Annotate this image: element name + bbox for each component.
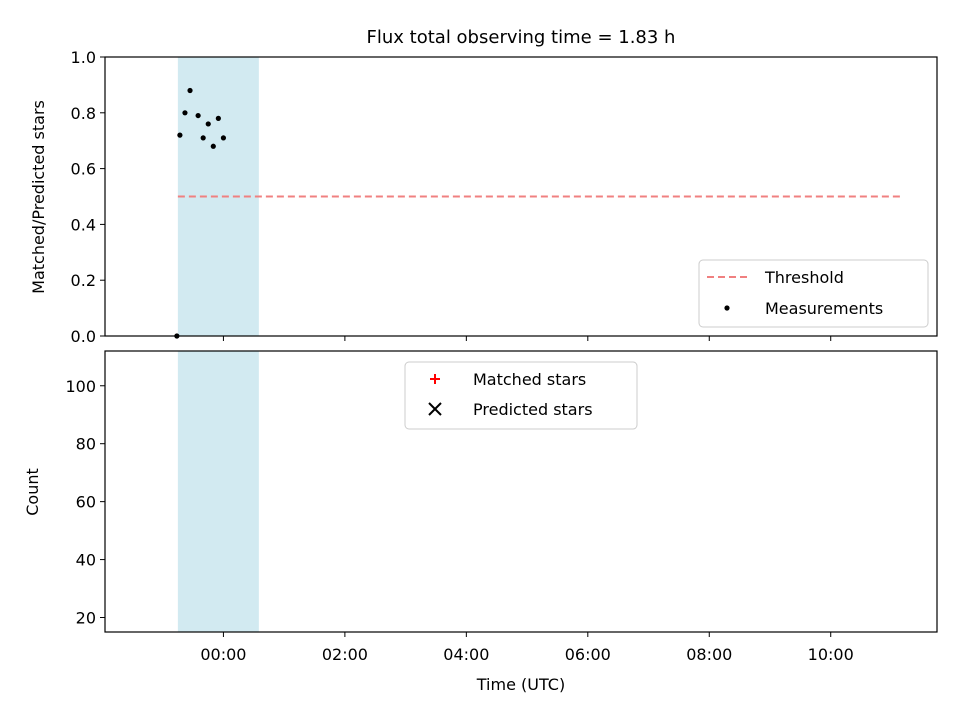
- top-legend: Threshold Measurements: [698, 259, 929, 328]
- legend-predicted-swatch: [428, 402, 442, 416]
- figure-title: Flux total observing time = 1.83 h: [367, 27, 676, 48]
- top-y-tick-label: 0.8: [71, 104, 96, 123]
- bottom-panel: 20 40 60 80 100 00:00 02:00 04:00 06:00 08:00 10:0…: [65, 350, 938, 664]
- measurement-point: [215, 115, 221, 121]
- bottom-y-tick-label: 20: [76, 609, 96, 628]
- measurement-point: [195, 112, 201, 119]
- top-y-tick-label: 0.2: [71, 271, 96, 290]
- x-axis-label: Time (UTC): [476, 675, 565, 694]
- top-y-tick-label: 0.6: [71, 160, 96, 179]
- x-tick-label: 04:00: [443, 645, 489, 664]
- measurement-point: [200, 135, 206, 141]
- top-y-tick-label: 0.0: [71, 327, 96, 346]
- x-tick-label: 00:00: [200, 645, 246, 664]
- legend-matched-swatch: [430, 374, 440, 384]
- bottom-y-tick-label: 40: [76, 551, 96, 570]
- x-tick-label: 10:00: [808, 645, 854, 664]
- top-y-tick-label: 1.0: [71, 48, 96, 67]
- measurement-point: [220, 135, 227, 141]
- top-y-tick-label: 0.4: [71, 215, 96, 234]
- measurement-point: [182, 110, 188, 116]
- bottom-y-tick-label: 60: [76, 493, 96, 512]
- bottom-y-axis-label: Count: [23, 468, 42, 516]
- top-legend-box: [698, 259, 929, 328]
- measurement-point: [177, 132, 183, 138]
- top-y-axis-label: Matched/Predicted stars: [29, 100, 48, 294]
- legend-measurements-label: Measurements: [765, 299, 883, 318]
- bottom-axes-frame: [104, 350, 938, 633]
- bottom-legend: Matched stars Predicted stars: [404, 361, 638, 430]
- measurement-point: [210, 143, 216, 149]
- top-panel: 0.0 0.2 0.4 0.6 0.8 1.0 Threshold Measurements: [71, 48, 938, 346]
- legend-measurements-swatch: [724, 305, 730, 311]
- legend-predicted-label: Predicted stars: [473, 400, 593, 419]
- bottom-shaded-interval: [177, 351, 259, 632]
- bottom-y-tick-label: 100: [65, 377, 96, 396]
- legend-threshold-label: Threshold: [764, 268, 844, 287]
- bottom-y-tick-label: 80: [76, 435, 96, 454]
- legend-matched-label: Matched stars: [473, 370, 586, 389]
- x-tick-label: 06:00: [565, 645, 611, 664]
- bottom-legend-box: [404, 361, 638, 430]
- x-tick-label: 08:00: [686, 645, 732, 664]
- measurement-point: [187, 87, 193, 94]
- x-tick-label: 02:00: [322, 645, 368, 664]
- top-axes-frame: [104, 56, 938, 337]
- measurement-point: [205, 121, 211, 127]
